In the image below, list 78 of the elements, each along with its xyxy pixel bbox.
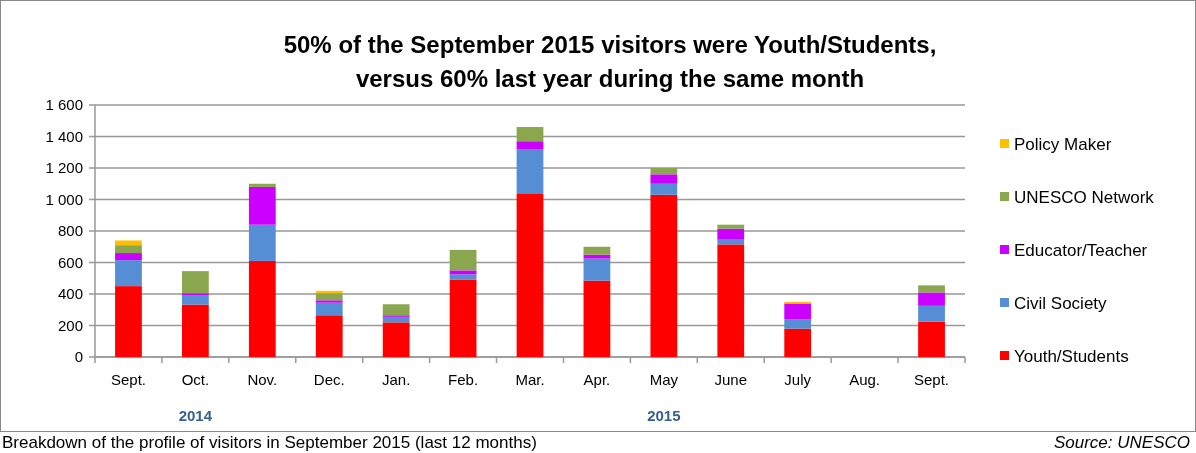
bar: [315, 315, 343, 357]
x-tick-label: Nov.: [247, 371, 278, 388]
bar: [583, 280, 611, 357]
x-tick-label: Mar.: [515, 371, 545, 388]
bar: [115, 245, 142, 254]
text: 2015: [647, 407, 681, 424]
x-tick-label: Sept.: [110, 371, 146, 388]
x-tick-label: Dec.: [313, 371, 345, 388]
bar: [182, 304, 209, 357]
x-tick-label: Jan.: [381, 371, 411, 388]
bar: [382, 304, 410, 316]
bar: [182, 295, 209, 305]
bar: [115, 286, 142, 357]
legend-label: Civil Society: [1014, 293, 1108, 313]
x-tick-label: Feb.: [448, 371, 479, 388]
x-tick-label: June: [714, 371, 748, 388]
bar: [784, 303, 812, 320]
bar: [182, 293, 209, 296]
bar: [583, 246, 611, 255]
bar: [717, 228, 745, 240]
legend-label: UNESCO Network: [1014, 187, 1155, 207]
bar: [182, 271, 209, 294]
legend-label: Policy Maker: [1014, 134, 1112, 154]
x-tick-label: July: [784, 371, 812, 388]
text: 2014: [178, 407, 213, 424]
y-tick-label: 1 200: [45, 159, 83, 177]
legend-label: Educator/Teacher: [1014, 240, 1148, 260]
x-tick-label: Apr.: [583, 371, 611, 388]
text: Breakdown of the profile of visitors in September 2015 (last 12 months): [2, 433, 537, 452]
bar: [784, 328, 812, 357]
y-tick-label: 800: [57, 222, 83, 240]
bar: [115, 240, 142, 246]
bar: [449, 249, 477, 271]
bar: [650, 174, 678, 184]
bar: [583, 254, 611, 259]
bar: [650, 168, 678, 175]
y-tick-label: 1 000: [45, 190, 83, 208]
bar: [516, 193, 544, 357]
bar: [248, 183, 276, 187]
bar: [918, 305, 945, 322]
chart-title: 50% of the September 2015 visitors were Youth/Students, versus 60% last year during the same month: [283, 31, 937, 92]
y-tick-label: 0: [74, 348, 83, 366]
y-tick-label: 1 600: [45, 96, 83, 114]
bar: [315, 302, 343, 316]
y-tick-label: 1 400: [45, 127, 83, 145]
y-tick-label: 600: [57, 253, 83, 271]
bar: [449, 270, 477, 275]
bar: [583, 258, 611, 281]
bar: [115, 260, 142, 287]
bar: [650, 194, 678, 357]
source-note: Source: UNESCO: [1053, 433, 1190, 452]
bar: [449, 274, 477, 280]
bar: [315, 300, 343, 303]
bar: [516, 141, 544, 150]
bar: [248, 260, 276, 357]
bar: [516, 149, 544, 194]
bar: [784, 319, 812, 329]
bar: [315, 293, 343, 301]
bar: [650, 183, 678, 195]
bar: [918, 292, 945, 306]
bar: [248, 224, 276, 261]
bar: [717, 224, 745, 229]
bar: [382, 316, 410, 323]
bar: [516, 127, 544, 142]
x-tick-label: Aug.: [849, 371, 881, 388]
x-tick-label: Oct.: [181, 371, 210, 388]
x-tick-label: Sept.: [914, 371, 950, 388]
y-tick-label: 400: [57, 285, 83, 303]
bar: [918, 321, 945, 357]
bar: [717, 244, 745, 357]
legend-label: Youth/Students: [1014, 346, 1129, 366]
bar: [115, 253, 142, 261]
bar: [449, 279, 477, 357]
bar: [248, 186, 276, 225]
bar: [918, 285, 945, 293]
x-tick-label: May: [649, 371, 679, 388]
bar: [382, 322, 410, 357]
y-tick-label: 200: [57, 316, 83, 334]
